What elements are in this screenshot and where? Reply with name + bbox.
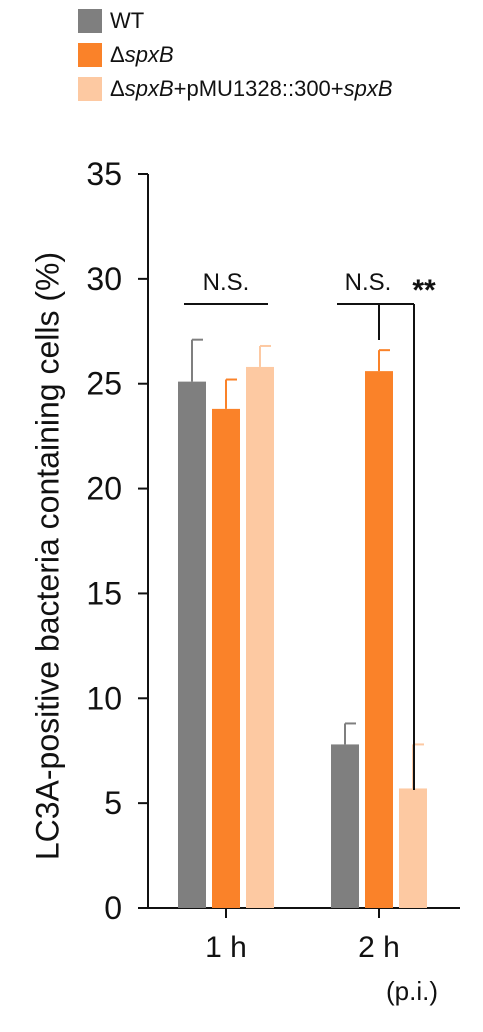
legend-item: WT	[78, 6, 144, 36]
legend-label: WT	[110, 8, 145, 33]
bar	[331, 744, 359, 908]
y-tick-label: 30	[86, 261, 122, 297]
y-tick-label: 0	[104, 890, 122, 926]
legend-label: ΔspxB	[110, 42, 174, 67]
legend-item: ΔspxB	[78, 40, 174, 70]
bar	[246, 366, 274, 908]
legend-label: ΔspxB+pMU1328::300+spxB	[110, 76, 393, 101]
bar	[399, 788, 427, 908]
legend-item: ΔspxB+pMU1328::300+spxB	[78, 74, 393, 104]
legend-swatch	[78, 77, 102, 101]
bar	[365, 371, 393, 908]
x-tick-label: 2 h	[358, 931, 400, 964]
significance-label: N.S.	[203, 269, 250, 296]
y-tick-label: 20	[86, 471, 122, 507]
significance-label: N.S.	[345, 269, 392, 296]
bar	[178, 381, 206, 908]
x-tick-label: 1 h	[205, 931, 247, 964]
y-tick-label: 5	[104, 785, 122, 821]
significance-stars: **	[412, 274, 436, 307]
y-tick-label: 10	[86, 680, 122, 716]
legend-swatch	[78, 9, 102, 33]
y-tick-label: 35	[86, 156, 122, 192]
bar	[212, 408, 240, 908]
y-tick-label: 25	[86, 366, 122, 402]
y-tick-label: 15	[86, 575, 122, 611]
x-unit-note: (p.i.)	[386, 976, 438, 1006]
legend-swatch	[78, 43, 102, 67]
